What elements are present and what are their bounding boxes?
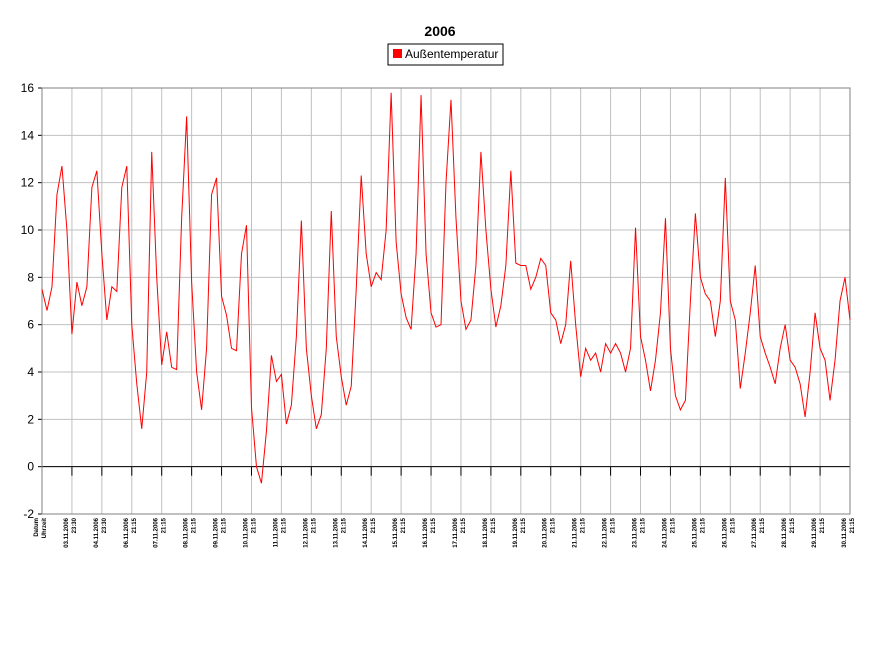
x-tick-label: 06.11.2006	[124, 517, 130, 547]
x-tick-label: 21:15	[311, 517, 317, 533]
x-tick-label: 17.11.2006	[453, 517, 459, 547]
x-tick-label: 21:15	[790, 517, 796, 533]
plot-frame	[41, 87, 851, 515]
x-tick-label: 21:15	[730, 517, 736, 533]
x-tick-label: 23:30	[102, 517, 108, 533]
y-tick-label: 6	[27, 318, 34, 332]
x-tick-label: 21:15	[760, 517, 766, 533]
x-tick-label: 21:15	[251, 517, 257, 533]
x-tick-label: 21:15	[700, 517, 706, 533]
x-tick-label: 21:15	[132, 517, 138, 533]
y-tick-label: 10	[21, 223, 35, 237]
x-tick-label: 30.11.2006	[842, 517, 848, 547]
x-tick-label: 21.11.2006	[573, 517, 579, 547]
x-tick-label: 21:15	[431, 517, 437, 533]
y-tick-label: -2	[23, 507, 34, 521]
x-tick-label: 21:15	[371, 517, 377, 533]
x-tick-label: 21:15	[281, 517, 287, 533]
x-tick-label: 21:15	[611, 517, 617, 533]
x-tick-label: 16.11.2006	[423, 517, 429, 547]
series-line	[41, 92, 851, 484]
x-tick-label: 26.11.2006	[722, 517, 728, 547]
y-tick-label: 2	[27, 412, 34, 426]
x-tick-label: 23:30	[72, 517, 78, 533]
x-tick-label: 11.11.2006	[273, 517, 279, 547]
x-tick-label: 28.11.2006	[782, 517, 788, 547]
x-tick-label: 22.11.2006	[603, 517, 609, 547]
x-tick-label: 20.11.2006	[543, 517, 549, 547]
x-tick-label: 21:15	[641, 517, 647, 533]
chart-title: 2006	[424, 23, 455, 39]
x-tick-label: 21:15	[162, 517, 168, 533]
legend-swatch	[393, 49, 402, 58]
x-tick-label: 21:15	[491, 517, 497, 533]
x-tick-label: 24.11.2006	[662, 517, 668, 547]
y-tick-label: 4	[27, 365, 34, 379]
x-tick-label: 12.11.2006	[303, 517, 309, 547]
x-tick-label: 21:15	[551, 517, 557, 533]
x-tick-label: 15.11.2006	[393, 517, 399, 547]
legend: Außentemperatur	[387, 43, 504, 66]
x-tick-label: 07.11.2006	[154, 517, 160, 547]
x-tick-label: 18.11.2006	[483, 517, 489, 547]
x-tick-label: 21:15	[670, 517, 676, 533]
x-tick-label: 21:15	[192, 517, 198, 533]
x-tick-label: 21:15	[222, 517, 228, 533]
x-tick-label: 10.11.2006	[243, 517, 249, 547]
x-tick-label: Datum	[34, 518, 40, 537]
x-tick-label: 21:15	[401, 517, 407, 533]
y-tick-label: 14	[21, 128, 35, 142]
x-tick-label: 14.11.2006	[363, 517, 369, 547]
x-tick-label: 08.11.2006	[184, 517, 190, 547]
x-tick-label: 27.11.2006	[752, 517, 758, 547]
x-tick-label: 29.11.2006	[812, 517, 818, 547]
y-tick-label: 8	[27, 270, 34, 284]
x-tick-label: 21:15	[850, 517, 856, 533]
x-tick-label: 21:15	[521, 517, 527, 533]
x-tick-label: 04.11.2006	[94, 517, 100, 547]
x-tick-label: 23.11.2006	[633, 517, 639, 547]
x-tick-label: 25.11.2006	[692, 517, 698, 547]
y-tick-label: 16	[21, 81, 35, 95]
x-tick-label: 21:15	[341, 517, 347, 533]
x-tick-label: 19.11.2006	[513, 517, 519, 547]
y-tick-label: 12	[21, 176, 35, 190]
x-tick-label: 21:15	[581, 517, 587, 533]
x-tick-label: Uhrzeit	[42, 518, 48, 538]
legend-label: Außentemperatur	[405, 47, 498, 61]
y-tick-label: 0	[27, 460, 34, 474]
x-tick-label: 13.11.2006	[333, 517, 339, 547]
x-tick-label: 21:15	[461, 517, 467, 533]
x-tick-label: 21:15	[820, 517, 826, 533]
legend-box	[387, 43, 504, 66]
x-tick-label: 09.11.2006	[214, 517, 220, 547]
x-tick-label: 03.11.2006	[64, 517, 70, 547]
